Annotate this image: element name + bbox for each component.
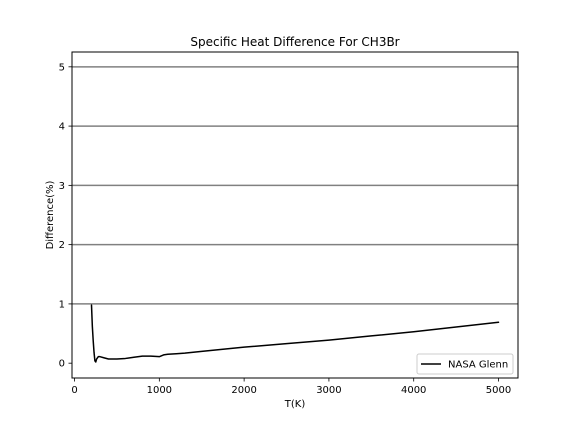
y-axis: 0 1 2 3 4 5 (59, 62, 72, 370)
x-tick-label: 5000 (486, 385, 511, 396)
x-tick-label: 3000 (316, 385, 341, 396)
legend: NASA Glenn (416, 353, 514, 375)
x-tick-label: 4000 (401, 385, 426, 396)
x-tick-label: 0 (71, 385, 77, 396)
y-tick-label: 5 (59, 62, 65, 73)
legend-label-nasa-glenn: NASA Glenn (448, 360, 508, 371)
y-axis-label: Difference(%) (45, 180, 56, 249)
x-axis-label: T(K) (284, 399, 306, 410)
y-tick-label: 2 (59, 240, 65, 251)
y-tick-label: 0 (59, 359, 65, 370)
y-tick-label: 1 (59, 299, 65, 310)
chart-title: Specific Heat Difference For CH3Br (190, 35, 399, 49)
reference-lines (72, 66, 518, 305)
x-axis: 0 1000 2000 3000 4000 5000 (71, 378, 511, 396)
x-tick-label: 2000 (231, 385, 256, 396)
plot-frame (71, 51, 519, 379)
legend-box (416, 353, 514, 375)
series-layer (90, 304, 500, 363)
y-tick-label: 3 (59, 181, 65, 192)
series-line-nasa-glenn (90, 304, 500, 363)
x-tick-label: 1000 (147, 385, 172, 396)
y-tick-label: 4 (59, 122, 65, 133)
